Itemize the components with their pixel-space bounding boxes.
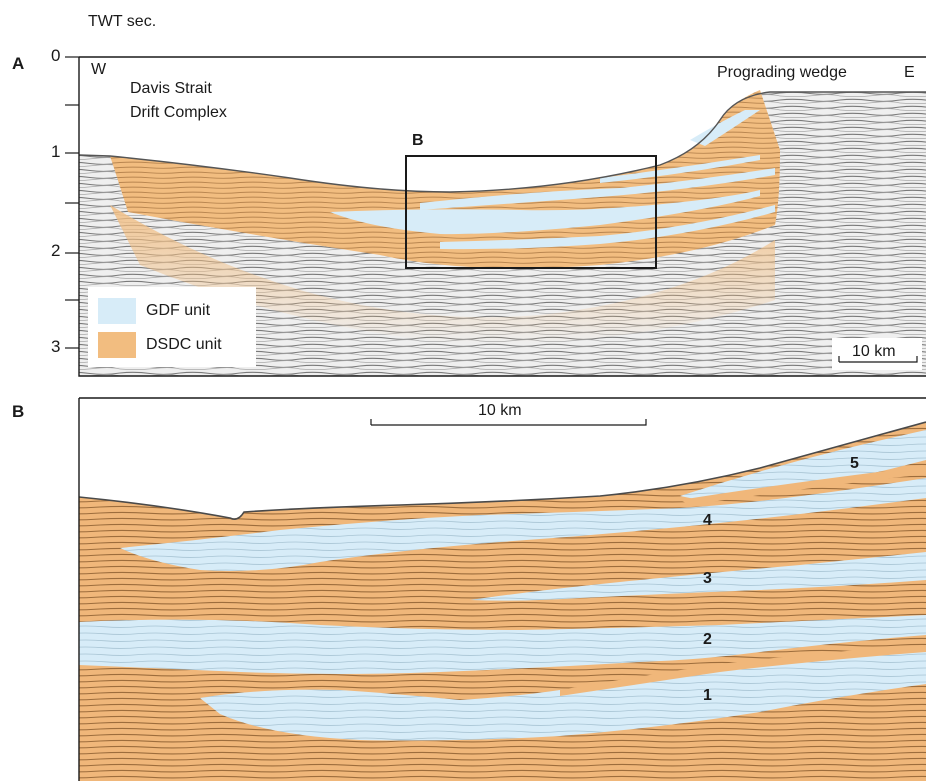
- layer-label-5: 5: [850, 455, 859, 472]
- panel-a-letter: A: [12, 54, 25, 73]
- inset-box-b: [405, 155, 657, 269]
- panel-b-frame: [78, 397, 926, 781]
- y-tick-label-2: 2: [51, 241, 61, 260]
- feature-label-line1: Davis Strait: [130, 80, 212, 97]
- layer-label-4: 4: [703, 512, 712, 529]
- panel-b-gdf-layer-2: [79, 615, 926, 674]
- layer-label-2: 2: [703, 631, 712, 648]
- wedge-label: Prograding wedge: [717, 64, 847, 81]
- axis-unit-label: TWT sec.: [88, 13, 157, 30]
- scale-bar-a: [838, 356, 918, 363]
- panel-a-gdf-lenses: [330, 110, 775, 250]
- scale-bar-a-label: 10 km: [852, 343, 896, 360]
- panel-b: [79, 398, 926, 781]
- scale-bar-b: [370, 419, 647, 426]
- layer-label-3: 3: [703, 570, 712, 587]
- legend-swatch-dsdc: [98, 332, 136, 358]
- panel-b-gdf-layer-3: [470, 552, 926, 601]
- panel-b-gdf-layer-5: [680, 430, 926, 500]
- scale-bar-b-label: 10 km: [478, 402, 522, 419]
- legend-swatch-gdf: [98, 298, 136, 324]
- panel-b-dsdc-separators: [560, 466, 926, 696]
- panel-a-dsdc-body: [110, 90, 780, 269]
- panel-b-seafloor: [79, 421, 926, 520]
- inset-label-b: B: [412, 132, 424, 149]
- y-tick-label-3: 3: [51, 337, 61, 356]
- panel-a: [79, 57, 926, 376]
- west-label: W: [91, 61, 107, 78]
- east-label: E: [904, 64, 915, 81]
- layer-label-1: 1: [703, 687, 712, 704]
- y-axis: [65, 56, 79, 349]
- y-tick-label-0: 0: [51, 46, 61, 65]
- panel-a-seafloor: [79, 91, 926, 193]
- legend-label-gdf: GDF unit: [146, 302, 211, 319]
- scale-bar-a-box: [832, 338, 922, 370]
- legend-label-dsdc: DSDC unit: [146, 336, 222, 353]
- panel-b-letter: B: [12, 402, 25, 421]
- panel-b-gdf-layer-4: [120, 478, 926, 571]
- panel-a-frame: [78, 56, 926, 377]
- y-tick-label-1: 1: [51, 142, 61, 161]
- feature-label-line2: Drift Complex: [130, 104, 227, 121]
- panel-a-drift-fade: [110, 205, 775, 345]
